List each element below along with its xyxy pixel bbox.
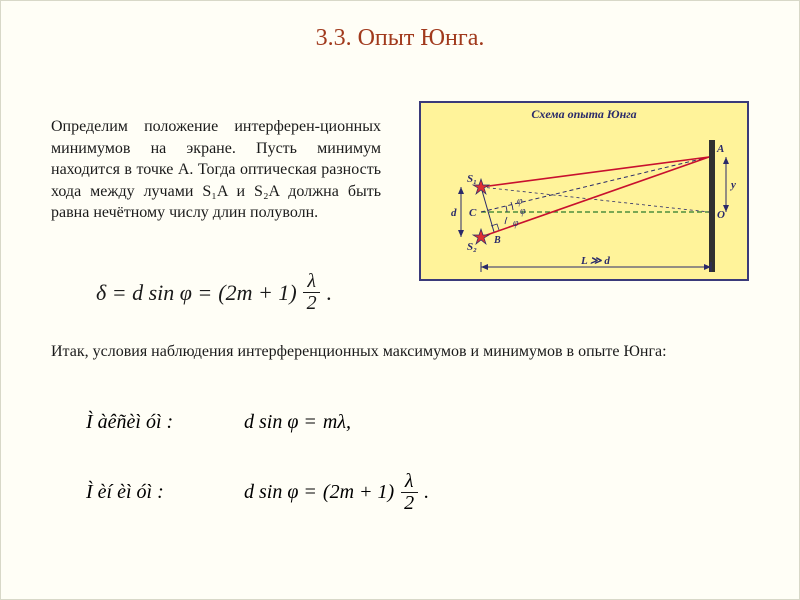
eq-delta-frac-num: λ [303,271,320,293]
screen-bar [709,140,715,272]
eq-delta-tail: . [327,280,333,306]
cond-min-paren: (2m + 1) [323,481,394,504]
eq-delta-frac-den: 2 [303,293,321,314]
cond-min-frac: λ 2 [400,471,418,514]
arc-phi-1 [506,206,507,212]
cond-min-eq: d sin φ = (2m + 1) λ 2 . [244,471,429,514]
label-A: A [716,143,724,155]
label-y: y [729,179,736,191]
line-S1O [481,187,709,212]
young-diagram-svg: S₁ S₂ C B A O d y φ φ φ L ≫ d [421,122,747,280]
equation-delta: δ = d sin φ = (2m + 1) λ 2 . [96,271,332,314]
summary-paragraph: Итак, условия наблюдения интерференционн… [51,341,749,363]
cond-min-frac-den: 2 [400,493,418,514]
cond-max-lhs: d sin φ = [244,411,317,434]
cond-min-tail: . [424,481,429,504]
line-CA [481,157,709,212]
label-O: O [717,209,725,221]
label-S1: S₁ [467,173,477,185]
paragraph-text: Определим положение интерферен-ционных м… [51,118,381,221]
condition-max-row: Ì àêñèì óì : d sin φ = mλ, [86,411,351,434]
dim-d-arrow-down [458,230,464,237]
label-C: C [469,207,477,219]
dim-L-arrow-left [481,264,488,270]
slide-page: 3.3. Опыт Юнга. Определим положение инте… [0,0,800,600]
cond-min-frac-num: λ [401,471,418,493]
young-diagram-figure: Схема опыта Юнга [419,101,749,281]
cond-max-rhs: mλ, [323,411,351,434]
cond-max-label: Ì àêñèì óì : [86,411,216,434]
label-phi-2: φ [520,206,526,217]
eq-delta-lhs: δ = d sin φ = [96,280,212,306]
cond-min-label: Ì èí èì óì : [86,481,216,504]
label-L: L ≫ d [580,255,610,267]
dim-d-arrow-up [458,187,464,194]
cond-max-eq: d sin φ = mλ, [244,411,351,434]
cond-min-lhs: d sin φ = [244,481,317,504]
label-S2: S₂ [467,241,477,253]
figure-title: Схема опыта Юнга [421,107,747,122]
eq-delta-paren: (2m + 1) [218,280,296,306]
label-d: d [451,207,457,219]
dim-y-arrow-up [723,157,729,164]
slide-title: 3.3. Опыт Юнга. [1,25,799,52]
condition-min-row: Ì èí èì óì : d sin φ = (2m + 1) λ 2 . [86,471,429,514]
eq-delta-frac: λ 2 [303,271,321,314]
label-B: B [493,235,501,246]
arc-phi-3 [505,217,507,224]
ray-S1A [481,157,709,187]
label-phi-3: φ [513,218,519,229]
arc-phi-2 [511,202,513,210]
intro-paragraph: Определим положение интерферен-ционных м… [51,116,381,224]
